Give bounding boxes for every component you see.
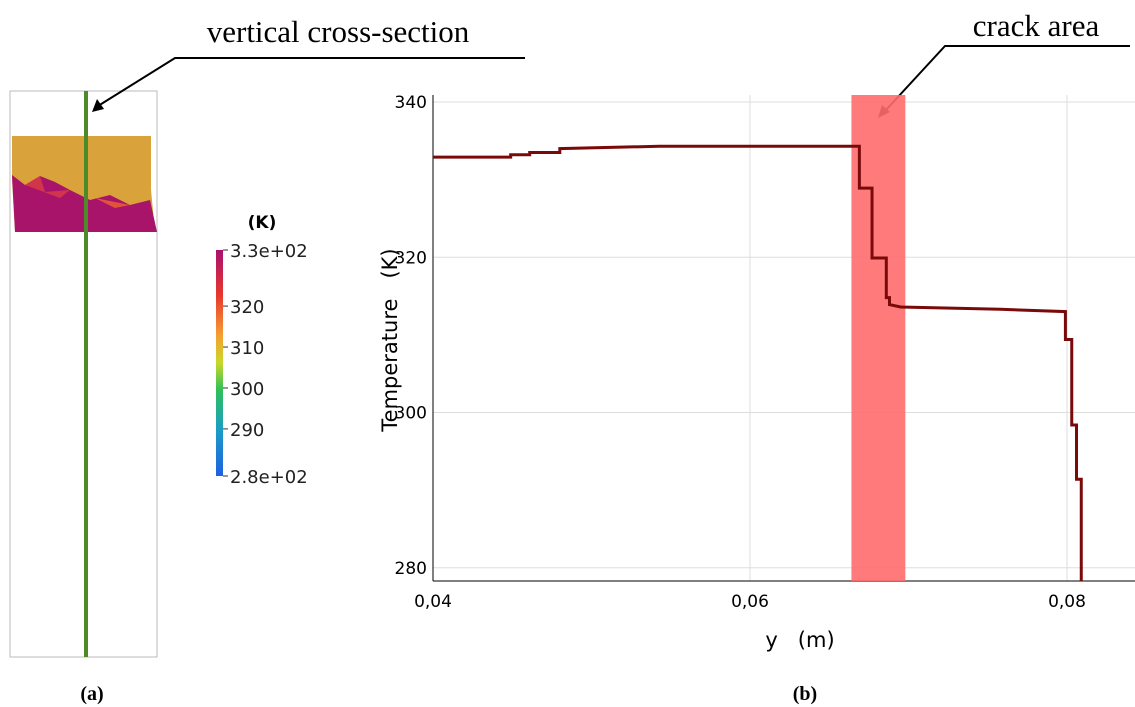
render-mid [25,176,70,198]
annotation-leader [884,45,1130,112]
colorbar-tick-label: 300 [230,379,264,400]
colorbar-tick-label: 3.3e+02 [230,241,308,262]
y-axis-label: Temperature (K) [378,248,402,432]
y-tick-label: 320 [395,248,427,268]
colorbar-title: (K) [248,213,277,233]
annotation: vertical cross-section [207,14,470,49]
x-tick-label: 0,04 [414,592,452,612]
annotation: crack area [973,8,1100,43]
colorbar-tick-label: 320 [230,297,264,318]
x-tick-label: 0,06 [731,592,769,612]
colorbar [216,250,223,476]
colorbar-tick-label: 2.8e+02 [230,467,308,488]
y-tick-label: 340 [395,93,427,113]
colorbar-tick-label: 290 [230,420,264,441]
render-mid [95,198,130,208]
temperature-line [433,144,1083,581]
panel-label: (a) [80,683,103,705]
arrow-head [92,99,104,112]
y-tick-label: 300 [395,404,427,424]
y-tick-label: 280 [395,559,427,579]
panel-label: (b) [793,683,817,705]
colorbar-tick-label: 310 [230,338,264,359]
x-axis-label: y (m) [765,628,834,652]
annotation-leader [97,57,525,107]
x-tick-label: 0,08 [1048,592,1086,612]
